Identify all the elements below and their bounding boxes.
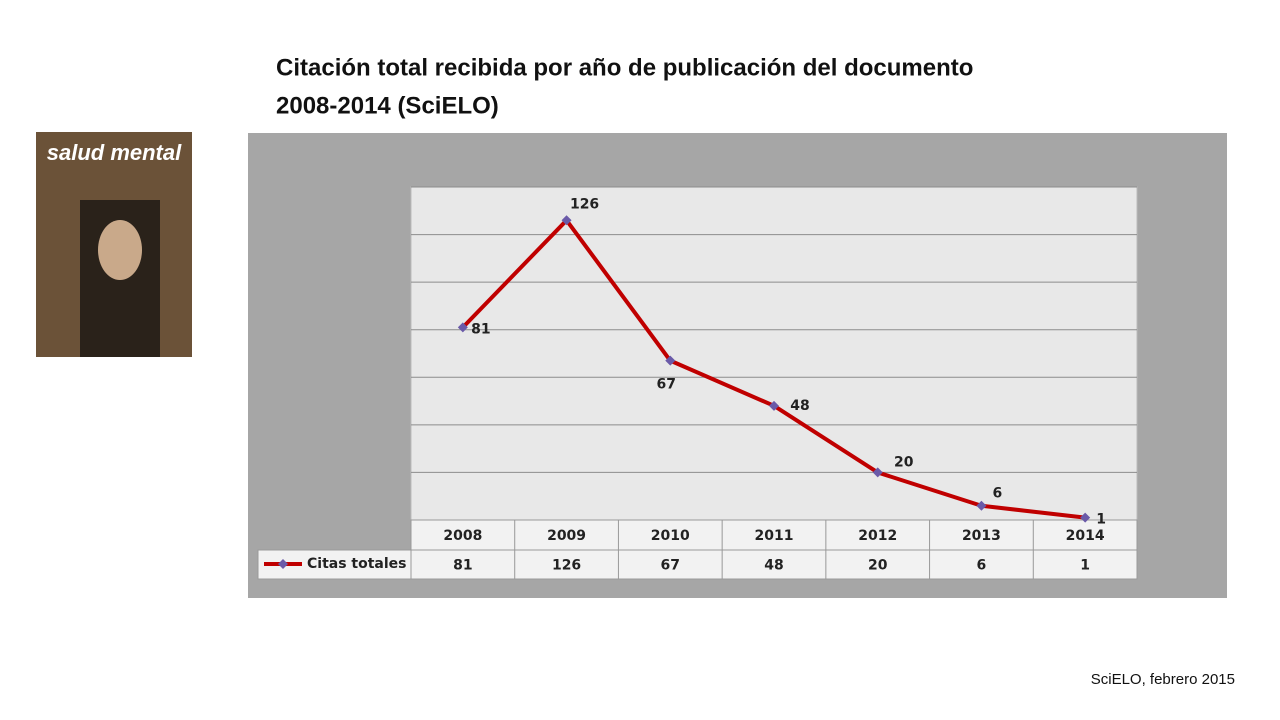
plot-area [410,186,1138,521]
table-value: 81 [453,558,472,574]
table-value: 20 [868,558,888,574]
table-value-row [257,549,1138,580]
table-value: 6 [977,558,987,574]
data-label: 81 [471,321,490,337]
point-marker [1080,512,1091,523]
data-label: 20 [894,454,914,470]
cover-image: salud mental [36,132,192,357]
table-value: 48 [764,558,783,574]
title-line: 2008-2014 (SciELO) [276,92,499,119]
legend-label: Citas totales [307,556,407,572]
data-label: 1 [1096,512,1106,528]
title-line: Citación total recibida por año de publi… [276,54,973,81]
data-label: 67 [657,377,676,393]
point-marker [457,322,468,333]
table-category: 2014 [1066,528,1105,544]
point-marker [665,355,676,366]
table-category: 2011 [755,528,794,544]
table-category: 2012 [858,528,897,544]
table-value: 126 [552,558,581,574]
table-category: 2009 [547,528,586,544]
table-category: 2008 [443,528,482,544]
legend-marker [278,559,288,569]
point-marker [872,467,883,478]
point-marker [769,400,779,411]
table-value: 1 [1080,558,1090,574]
data-label: 126 [570,196,599,212]
point-marker [976,500,987,511]
source-note: SciELO, febrero 2015 [1091,671,1235,688]
table-category: 2013 [962,528,1001,544]
cover-face [98,220,142,280]
table-value: 67 [661,558,680,574]
cover-title: salud mental [47,140,182,165]
data-label: 6 [993,486,1003,502]
table-category: 2010 [651,528,690,544]
point-marker [561,215,572,226]
data-label: 48 [790,398,809,414]
table-header-row [410,519,1138,551]
